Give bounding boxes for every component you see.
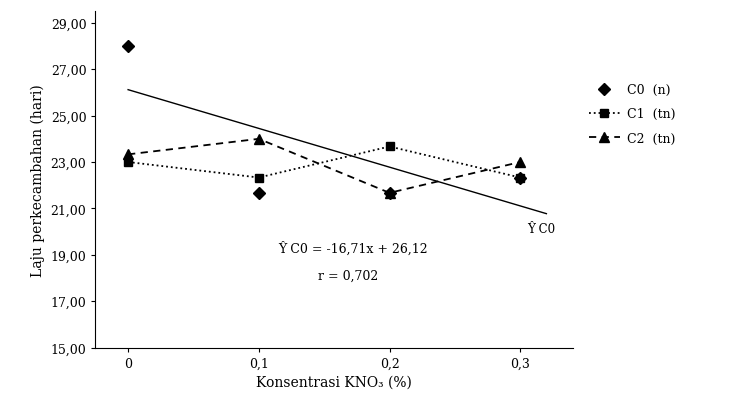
Text: r = 0,702: r = 0,702 <box>318 270 378 283</box>
Legend: C0  (n), C1  (tn), C2  (tn): C0 (n), C1 (tn), C2 (tn) <box>584 79 681 150</box>
X-axis label: Konsentrasi KNO₃ (%): Konsentrasi KNO₃ (%) <box>256 375 412 389</box>
Y-axis label: Laju perkecambahan (hari): Laju perkecambahan (hari) <box>31 84 45 276</box>
Text: Ŷ C0: Ŷ C0 <box>527 222 555 236</box>
Text: Ŷ C0 = -16,71x + 26,12: Ŷ C0 = -16,71x + 26,12 <box>278 241 428 255</box>
